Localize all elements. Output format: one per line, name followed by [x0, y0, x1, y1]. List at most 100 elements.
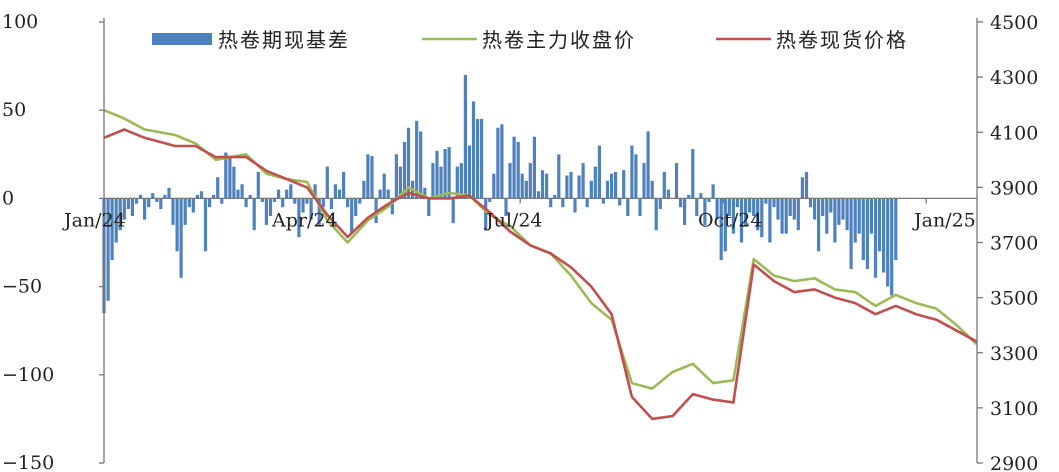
basis-bar [646, 131, 650, 199]
basis-bar [614, 171, 618, 199]
basis-bar [674, 163, 679, 199]
basis-bar [447, 147, 451, 199]
right-tick-label: 4300 [990, 67, 1038, 89]
basis-bar [451, 198, 455, 224]
basis-bar [865, 198, 869, 269]
basis-bar [252, 198, 256, 231]
basis-bar [159, 198, 163, 209]
basis-bar [723, 198, 727, 252]
basis-bar [752, 198, 756, 216]
basis-bar [297, 198, 301, 238]
right-tick-label: 4500 [990, 12, 1038, 34]
basis-bar [354, 198, 358, 216]
basis-bar [467, 145, 471, 199]
basis-bar [719, 198, 723, 261]
basis-bar [703, 198, 707, 225]
basis-bar [711, 184, 715, 199]
basis-bar [155, 198, 159, 202]
basis-bar [126, 198, 130, 209]
basis-bar [488, 198, 492, 202]
left-tick-label: −50 [2, 276, 42, 298]
basis-bar [471, 101, 476, 199]
basis-bar [191, 198, 195, 213]
basis-bar [167, 187, 171, 199]
basis-bar [337, 189, 342, 199]
basis-bar [281, 198, 285, 208]
basis-bar [476, 119, 480, 199]
basis-bar [224, 152, 228, 199]
basis-bar [346, 198, 350, 208]
right-tick-label: 3100 [990, 398, 1038, 420]
basis-bar [841, 198, 845, 220]
basis-bar [577, 175, 581, 199]
basis-bar [130, 198, 134, 216]
right-tick-label: 3500 [990, 288, 1038, 310]
basis-bar [110, 198, 114, 261]
basis-bar [894, 198, 898, 261]
basis-bar [138, 194, 143, 199]
left-tick-label: 0 [2, 187, 14, 209]
basis-bar [151, 193, 155, 199]
basis-bar [435, 150, 439, 199]
basis-bar [549, 198, 553, 208]
basis-bar [731, 198, 735, 234]
basis-bar [175, 198, 179, 252]
basis-bar [825, 198, 829, 234]
basis-bar [605, 180, 610, 199]
basis-bar [593, 166, 597, 199]
basis-bar [272, 198, 277, 202]
basis-bar [439, 166, 443, 199]
basis-bar [187, 198, 191, 208]
basis-bar [402, 142, 407, 199]
basis-bar [735, 198, 739, 208]
basis-bar [382, 173, 386, 199]
basis-bar [313, 184, 317, 199]
basis-bar [557, 154, 561, 199]
basis-bar [764, 198, 768, 204]
basis-bar [419, 131, 423, 199]
basis-bar [833, 198, 837, 243]
basis-bar [601, 198, 605, 204]
basis-bar [423, 187, 427, 199]
basis-bar [305, 198, 309, 204]
basis-bar [106, 198, 110, 301]
basis-bar [597, 145, 601, 199]
basis-bar [638, 198, 642, 216]
basis-bar [459, 163, 463, 199]
basis-bar [634, 154, 638, 199]
basis-bar [443, 149, 447, 199]
legend-basis-swatch [152, 33, 212, 45]
basis-bar [289, 184, 293, 199]
basis-bar [622, 170, 626, 199]
basis-bar [630, 145, 634, 199]
legend-basis-label: 热卷期现基差 [218, 28, 350, 52]
basis-bar [748, 198, 752, 213]
legend-basis: 热卷期现基差 [152, 28, 350, 52]
basis-bar [618, 198, 622, 206]
basis-bar [208, 198, 212, 208]
right-tick-label: 3900 [990, 177, 1038, 199]
basis-bar [134, 198, 139, 204]
basis-bar [301, 198, 305, 213]
basis-bar [260, 198, 264, 202]
basis-bar [573, 198, 577, 213]
basis-bar [508, 163, 512, 199]
basis-bar [427, 198, 431, 216]
axes: 100 50 0 −50 −100 −150 4500 4300 4100 3900 3700 350… [2, 11, 1038, 472]
basis-bar [195, 194, 199, 199]
basis-bar [317, 198, 321, 225]
basis-bar [216, 177, 220, 199]
x-tick-label: Jul/24 [484, 209, 543, 231]
basis-bar [398, 166, 402, 199]
legend-spot: 热卷现货价格 [716, 28, 906, 52]
x-tick-label: Jan/25 [912, 209, 976, 231]
basis-bar [581, 163, 585, 199]
basis-bar [362, 180, 366, 199]
basis-bar [496, 127, 500, 199]
basis-bar [358, 198, 362, 204]
basis-bar [821, 198, 825, 216]
legend-futures-label: 热卷主力收盘价 [482, 28, 636, 52]
basis-bar [431, 163, 435, 199]
basis-bar [248, 194, 252, 199]
